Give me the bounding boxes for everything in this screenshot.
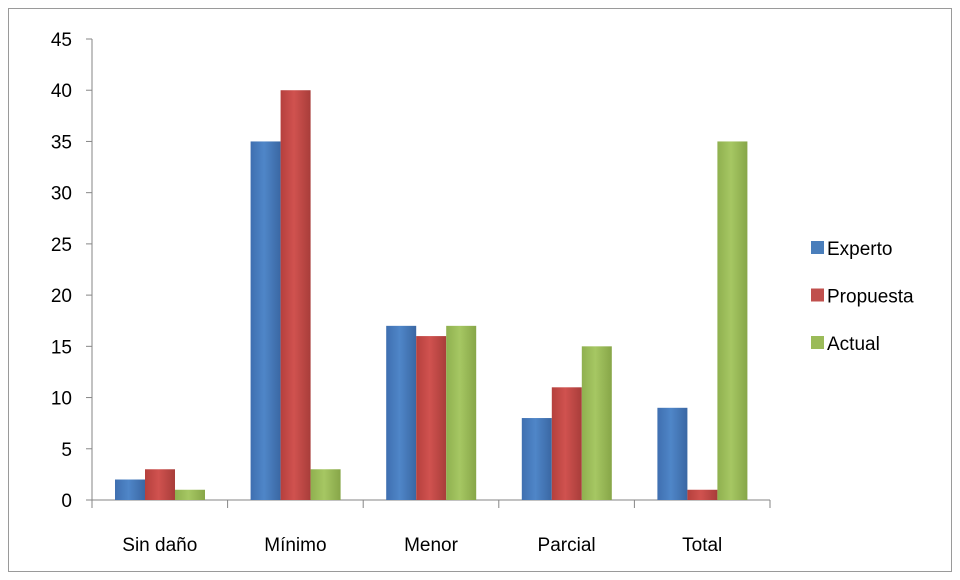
bar-propuesta-4 — [551, 387, 582, 500]
y-tick-label: 5 — [61, 440, 72, 461]
legend-label-propuesta: Propuesta — [827, 287, 914, 308]
bar-propuesta-3 — [416, 336, 447, 500]
y-tick-label: 25 — [51, 235, 72, 256]
x-tick-label: Mínimo — [264, 535, 326, 556]
y-tick-label: 30 — [51, 184, 72, 205]
bar-experto-1 — [115, 479, 145, 500]
bar-actual-4 — [581, 346, 612, 500]
legend-label-experto: Experto — [827, 239, 892, 260]
x-tick-label: Menor — [404, 535, 459, 556]
bar-actual-2 — [310, 469, 341, 500]
x-axis: Sin daño Mínimo Menor Parcial Total — [91, 499, 771, 556]
x-tick-label: Parcial — [538, 535, 596, 556]
bar-actual-5 — [717, 141, 748, 500]
bar-experto-4 — [521, 418, 552, 500]
y-tick-label: 35 — [51, 132, 72, 153]
y-tick-label: 40 — [51, 81, 72, 102]
bar-experto-3 — [386, 325, 417, 500]
bar-actual-3 — [446, 325, 477, 500]
y-tick-label: 15 — [51, 337, 72, 358]
y-tick-label: 10 — [51, 389, 72, 410]
y-tick-label: 45 — [51, 30, 72, 51]
bar-experto-2 — [250, 141, 281, 500]
legend-swatch-propuesta — [811, 288, 824, 302]
bars — [115, 90, 748, 500]
bar-experto-5 — [657, 407, 688, 500]
legend-label-actual: Actual — [827, 334, 880, 355]
bar-propuesta-5 — [687, 489, 718, 500]
x-tick-label: Total — [682, 535, 722, 556]
x-tick-label: Sin daño — [122, 535, 197, 556]
bar-actual-1 — [175, 489, 205, 500]
y-tick-label: 20 — [51, 286, 72, 307]
bar-propuesta-2 — [280, 90, 311, 500]
y-tick-label: 0 — [61, 491, 72, 512]
legend: Experto Propuesta Actual — [811, 239, 914, 355]
legend-swatch-actual — [811, 336, 824, 349]
bar-propuesta-1 — [145, 469, 175, 500]
legend-swatch-experto — [811, 241, 824, 254]
y-axis: 0 5 10 15 20 25 30 35 40 45 — [51, 30, 93, 512]
